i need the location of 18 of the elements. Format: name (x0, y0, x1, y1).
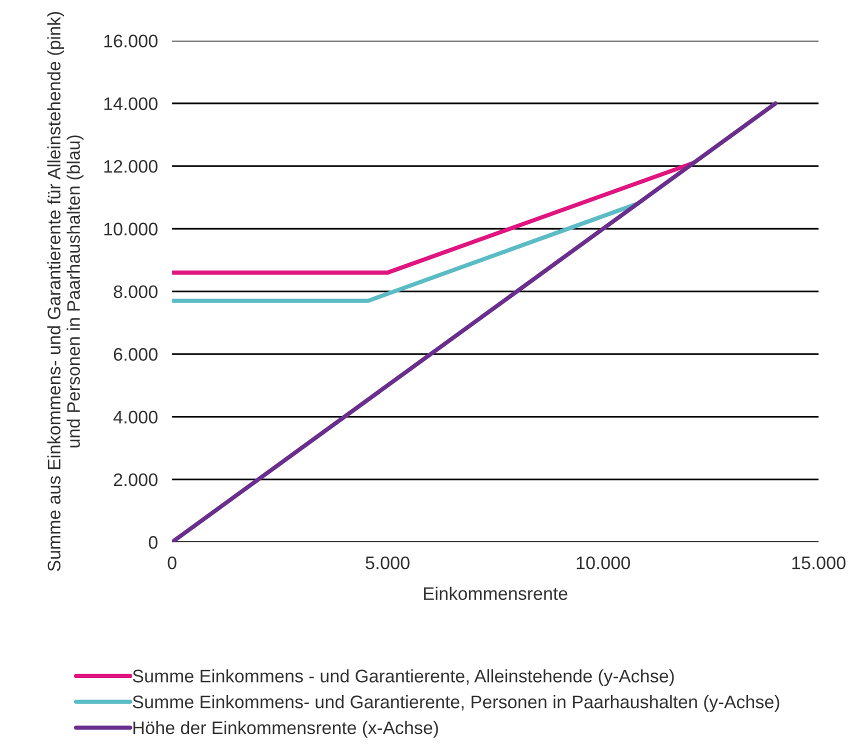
legend-label: Höhe der Einkommensrente (x-Achse) (133, 720, 438, 738)
y-tick-label: 16.000 (104, 34, 158, 48)
x-tick-label: 15.000 (792, 556, 846, 570)
x-tick-label: 5.000 (366, 556, 410, 570)
y-tick-label: 12.000 (104, 160, 158, 173)
y-tick-label: 14.000 (104, 97, 158, 110)
y-tick-label: 10.000 (104, 222, 158, 236)
y-axis-title: Summe aus Einkommens- und Garantierente für Alleinstehende (pink) und Personen in Paarhaushalten (blau) (47, 12, 84, 572)
x-tick-label: 0 (168, 556, 176, 570)
x-tick-label: 10.000 (576, 556, 630, 570)
y-tick-label: 2.000 (114, 473, 158, 486)
y-tick-label: 4.000 (113, 410, 158, 424)
y-tick-label: 6.000 (114, 348, 158, 361)
x-axis-title: Einkommensrente (424, 586, 568, 600)
legend-label: Summe Einkommens - und Garantierente, Alleinstehende (y-Achse) (132, 669, 674, 686)
y-tick-label: 0 (148, 536, 158, 549)
legend-label: Summe Einkommens- und Garantierente, Personen in Paarhaushalten (y-Achse) (132, 695, 780, 712)
y-tick-label: 8.000 (114, 285, 158, 298)
